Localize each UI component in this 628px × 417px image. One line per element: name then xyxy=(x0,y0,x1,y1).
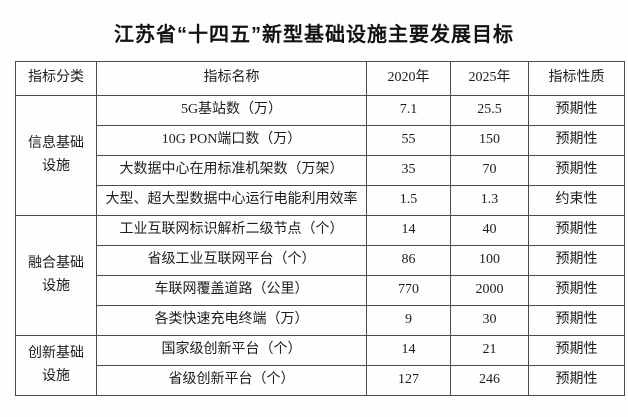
value-2020-cell: 770 xyxy=(366,275,451,306)
indicator-name-cell: 10G PON端口数（万） xyxy=(96,125,367,156)
value-2025-cell: 30 xyxy=(450,305,529,336)
category-label: 创新基础设施 xyxy=(28,346,84,384)
value-2025-cell: 150 xyxy=(450,125,529,156)
indicator-name-cell: 各类快速充电终端（万） xyxy=(96,305,367,336)
value-2020-cell: 35 xyxy=(366,155,451,186)
header-year-2025: 2025年 xyxy=(450,61,529,96)
indicator-name-cell: 车联网覆盖道路（公里） xyxy=(96,275,367,306)
value-2025-cell: 2000 xyxy=(450,275,529,306)
nature-cell: 约束性 xyxy=(528,185,625,216)
value-2025-cell: 1.3 xyxy=(450,185,529,216)
value-2020-cell: 127 xyxy=(366,365,451,396)
indicator-name-cell: 省级创新平台（个） xyxy=(96,365,367,396)
indicator-name-cell: 5G基站数（万） xyxy=(96,95,367,126)
header-category: 指标分类 xyxy=(15,61,97,96)
value-2025-cell: 70 xyxy=(450,155,529,186)
nature-cell: 预期性 xyxy=(528,95,625,126)
indicator-name-cell: 省级工业互联网平台（个） xyxy=(96,245,367,276)
value-2020-cell: 14 xyxy=(366,335,451,366)
indicator-name-cell: 国家级创新平台（个） xyxy=(96,335,367,366)
nature-cell: 预期性 xyxy=(528,245,625,276)
nature-cell: 预期性 xyxy=(528,365,625,396)
table-row: 省级工业互联网平台（个） 86 100 预期性 xyxy=(16,245,625,276)
value-2025-cell: 21 xyxy=(450,335,529,366)
value-2025-cell: 40 xyxy=(450,215,529,246)
indicator-name-cell: 大型、超大型数据中心运行电能利用效率 xyxy=(96,185,367,216)
header-row: 指标分类 指标名称 2020年 2025年 指标性质 xyxy=(15,61,625,96)
header-year-2020: 2020年 xyxy=(366,61,451,96)
header-indicator-name: 指标名称 xyxy=(96,61,367,96)
value-2025-cell: 246 xyxy=(450,365,529,396)
page-title: 江苏省“十四五”新型基础设施主要发展目标 xyxy=(114,24,514,46)
table-row: 信息基础设施 5G基站数（万） 7.1 25.5 预期性 xyxy=(15,95,625,216)
nature-cell: 预期性 xyxy=(528,305,625,336)
value-2020-cell: 55 xyxy=(366,125,451,156)
indicator-name-cell: 工业互联网标识解析二级节点（个） xyxy=(96,215,367,246)
header-nature: 指标性质 xyxy=(528,61,625,96)
table-row: 创新基础设施 国家级创新平台（个） 14 21 预期性 xyxy=(15,335,625,396)
nature-cell: 预期性 xyxy=(528,125,625,156)
table-row: 10G PON端口数（万） 55 150 预期性 xyxy=(16,125,625,156)
value-2020-cell: 14 xyxy=(366,215,451,246)
category-cell: 信息基础设施 xyxy=(15,95,97,216)
nature-cell: 预期性 xyxy=(528,335,625,366)
value-2025-cell: 100 xyxy=(450,245,529,276)
value-2020-cell: 9 xyxy=(366,305,451,336)
nature-cell: 预期性 xyxy=(528,155,625,186)
value-2020-cell: 86 xyxy=(366,245,451,276)
category-cell: 创新基础设施 xyxy=(15,335,97,396)
value-2025-cell: 25.5 xyxy=(450,95,529,126)
table-row: 各类快速充电终端（万） 9 30 预期性 xyxy=(16,305,625,336)
indicator-name-cell: 大数据中心在用标准机架数（万架） xyxy=(96,155,367,186)
nature-cell: 预期性 xyxy=(528,275,625,306)
table-row: 省级创新平台（个） 127 246 预期性 xyxy=(16,365,625,396)
table-row: 大数据中心在用标准机架数（万架） 35 70 预期性 xyxy=(16,155,625,186)
value-2020-cell: 7.1 xyxy=(366,95,451,126)
table-row: 大型、超大型数据中心运行电能利用效率 1.5 1.3 约束性 xyxy=(16,185,625,216)
table-row: 车联网覆盖道路（公里） 770 2000 预期性 xyxy=(16,275,625,306)
table-row: 融合基础设施 工业互联网标识解析二级节点（个） 14 40 预期性 xyxy=(15,215,625,336)
category-label: 信息基础设施 xyxy=(28,136,84,174)
table-body: 信息基础设施 5G基站数（万） 7.1 25.5 预期性 10G PON端口数（万） 55 1… xyxy=(15,95,625,396)
value-2020-cell: 1.5 xyxy=(366,185,451,216)
category-cell: 融合基础设施 xyxy=(15,215,97,336)
goals-table: 指标分类 指标名称 2020年 2025年 指标性质 信息基础设施 5G基站数（万… xyxy=(15,61,625,396)
nature-cell: 预期性 xyxy=(528,215,625,246)
table-header: 指标分类 指标名称 2020年 2025年 指标性质 xyxy=(15,61,625,96)
category-label: 融合基础设施 xyxy=(28,256,84,294)
